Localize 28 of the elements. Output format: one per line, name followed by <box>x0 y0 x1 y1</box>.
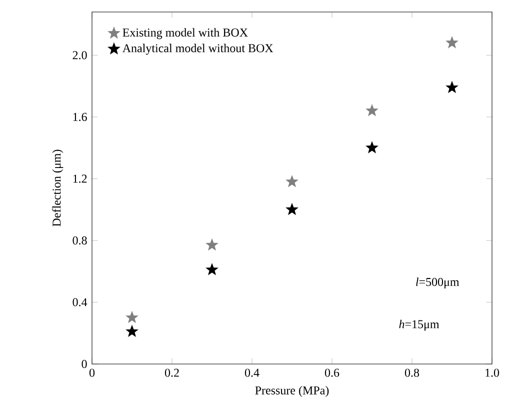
y-axis-title: Deflection (μm) <box>52 150 64 226</box>
legend-label: Existing model with BOX <box>122 28 248 40</box>
x-tick-label: 0 <box>89 368 95 377</box>
x-tick-label: 0.4 <box>244 368 260 377</box>
y-tick-label: 2.0 <box>72 51 87 60</box>
y-tick-label: 1.2 <box>73 174 87 183</box>
point <box>366 104 378 116</box>
y-tick-label: 0 <box>82 360 87 368</box>
point <box>206 238 218 250</box>
x-tick-label: 0.8 <box>404 368 420 377</box>
point <box>446 81 458 93</box>
point <box>286 176 298 187</box>
y-tick-label: 0.8 <box>72 236 87 245</box>
point <box>206 264 218 275</box>
legend-label: Analytical model without BOX <box>122 44 274 55</box>
point <box>366 142 378 153</box>
x-tick-label: 1.0 <box>486 368 500 377</box>
x-tick-label: 0.6 <box>324 368 340 377</box>
annotation: h=15μm <box>399 320 440 331</box>
x-axis-title: Pressure (MPa) <box>255 386 329 397</box>
annotation: l=500μm <box>416 278 460 288</box>
x-tick-label: 0.2 <box>164 368 179 377</box>
point <box>126 311 138 323</box>
point <box>446 36 458 48</box>
point <box>286 203 298 215</box>
y-tick-label: 1.6 <box>73 112 87 122</box>
point <box>126 325 138 337</box>
y-tick-label: 0.4 <box>72 298 88 306</box>
